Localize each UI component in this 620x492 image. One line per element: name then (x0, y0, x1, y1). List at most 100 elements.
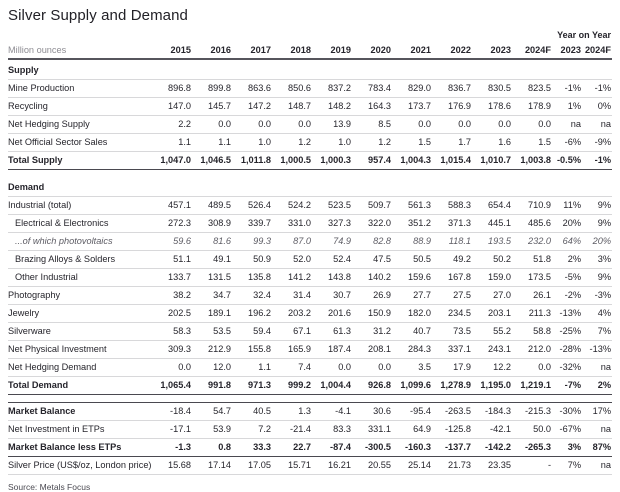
value-cell: 51.1 (152, 250, 192, 269)
value-cell: 15.68 (152, 456, 192, 475)
value-cell: -1.3 (152, 437, 192, 457)
row-label: ...of which photovoltaics (8, 232, 152, 251)
value-cell: 272.3 (152, 214, 192, 233)
value-cell: 50.2 (472, 250, 512, 269)
yoy-cell: 2% (582, 375, 612, 395)
value-cell: 0.0 (312, 358, 352, 377)
table-row: Brazing Alloys & Solders 51.1 49.1 50.9 52.0… (8, 250, 612, 269)
yoy-cell: 64% (552, 232, 582, 251)
yoy-cell: -1% (582, 150, 612, 170)
table-row: Market Balance -18.4 54.7 40.5 1.3 -4.1 30.6 -9… (8, 402, 612, 421)
value-cell: -142.2 (472, 437, 512, 457)
value-cell: 27.0 (472, 286, 512, 305)
value-cell: 1.0 (312, 133, 352, 152)
yoy-cell: -1% (582, 79, 612, 98)
value-cell: 327.3 (312, 214, 352, 233)
value-cell: 485.6 (512, 214, 552, 233)
value-cell: 193.5 (472, 232, 512, 251)
value-cell: 61.3 (312, 322, 352, 341)
value-cell: -17.1 (152, 420, 192, 439)
source-note: Source: Metals Focus (8, 481, 91, 492)
value-cell: 561.3 (392, 196, 432, 215)
value-cell: 0.0 (512, 358, 552, 377)
value-cell: 203.1 (472, 304, 512, 323)
value-cell: 863.6 (232, 79, 272, 98)
row-label: Market Balance less ETPs (8, 437, 152, 457)
yoy-cell: -7% (552, 375, 582, 395)
value-cell: 150.9 (352, 304, 392, 323)
value-cell: 243.1 (472, 340, 512, 359)
row-label: Electrical & Electronics (8, 214, 152, 233)
yoy-cell: 9% (582, 268, 612, 287)
section-header-row: Supply (8, 59, 612, 80)
value-cell: 371.3 (432, 214, 472, 233)
yoy-cell: na (582, 456, 612, 475)
value-cell: 147.0 (152, 97, 192, 116)
yoy-cell: -13% (552, 304, 582, 323)
value-cell: 1.1 (192, 133, 232, 152)
value-cell: -184.3 (472, 402, 512, 421)
year-column-header: 2024F (524, 44, 551, 55)
year-column-header: 2017 (250, 44, 271, 55)
yoy-cell: 3% (552, 437, 582, 457)
value-cell: 2.2 (152, 115, 192, 134)
table-row: Total Demand 1,065.4 991.8 971.3 999.2 1,004.… (8, 375, 612, 395)
value-cell: 73.5 (432, 322, 472, 341)
value-cell: 1.0 (232, 133, 272, 152)
yoy-cell: 20% (582, 232, 612, 251)
value-cell: 899.8 (192, 79, 232, 98)
value-cell: 971.3 (232, 375, 272, 395)
value-cell: 17.05 (232, 456, 272, 475)
value-cell: 1,000.3 (312, 150, 352, 170)
value-cell: 189.1 (192, 304, 232, 323)
value-cell: 47.5 (352, 250, 392, 269)
value-cell: 54.7 (192, 402, 232, 421)
value-cell: -263.5 (432, 402, 472, 421)
value-cell: 22.7 (272, 437, 312, 457)
value-cell: 173.7 (392, 97, 432, 116)
value-cell: 34.7 (192, 286, 232, 305)
value-cell: -215.3 (512, 402, 552, 421)
table-row: Total Supply 1,047.0 1,046.5 1,011.8 1,000.5… (8, 150, 612, 170)
value-cell: 159.0 (472, 268, 512, 287)
value-cell: 1.2 (352, 133, 392, 152)
value-cell: 8.5 (352, 115, 392, 134)
value-cell: -125.8 (432, 420, 472, 439)
yoy-cell: na (552, 115, 582, 134)
value-cell: 30.7 (312, 286, 352, 305)
yoy-cell: -25% (552, 322, 582, 341)
value-cell: 187.4 (312, 340, 352, 359)
value-cell: 53.5 (192, 322, 232, 341)
value-cell: 17.14 (192, 456, 232, 475)
yoy-cell: 3% (582, 250, 612, 269)
value-cell: 131.5 (192, 268, 232, 287)
row-label: Silverware (8, 322, 152, 341)
year-column-header: 2023 (490, 44, 511, 55)
value-cell: 0.0 (392, 115, 432, 134)
year-on-year-label: Year on Year (557, 30, 611, 40)
value-cell: -87.4 (312, 437, 352, 457)
row-label: Net Official Sector Sales (8, 133, 152, 152)
value-cell: 0.0 (512, 115, 552, 134)
value-cell: 145.7 (192, 97, 232, 116)
value-cell: 178.6 (472, 97, 512, 116)
value-cell: 59.6 (152, 232, 192, 251)
year-column-header: 2022 (450, 44, 471, 55)
value-cell: 27.7 (392, 286, 432, 305)
value-cell: 38.2 (152, 286, 192, 305)
value-cell: 176.9 (432, 97, 472, 116)
value-cell: 52.4 (312, 250, 352, 269)
year-column-header: 2015 (170, 44, 191, 55)
value-cell: 23.35 (472, 456, 512, 475)
value-cell: -300.5 (352, 437, 392, 457)
yoy-cell: -3% (582, 286, 612, 305)
value-cell: 140.2 (352, 268, 392, 287)
value-cell: 654.4 (472, 196, 512, 215)
value-cell: 1,219.1 (512, 375, 552, 395)
value-cell: 212.0 (512, 340, 552, 359)
value-cell: 1.7 (432, 133, 472, 152)
value-cell: 202.5 (152, 304, 192, 323)
value-cell: 0.0 (232, 115, 272, 134)
value-cell: -160.3 (392, 437, 432, 457)
yoy-cell: -67% (552, 420, 582, 439)
